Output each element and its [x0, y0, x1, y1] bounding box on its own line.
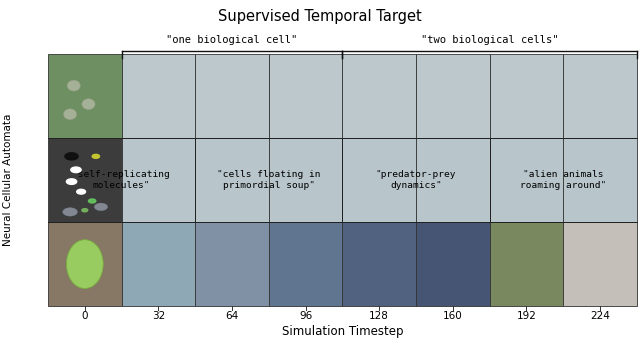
Bar — [48, 54, 122, 138]
Bar — [563, 54, 637, 138]
Bar — [490, 222, 563, 306]
Text: 128: 128 — [369, 311, 389, 321]
Bar — [195, 138, 269, 222]
Ellipse shape — [82, 99, 95, 110]
Bar — [48, 222, 122, 306]
Bar — [490, 138, 563, 222]
Circle shape — [77, 189, 86, 194]
Bar — [122, 54, 195, 138]
Bar — [195, 54, 269, 138]
Text: 192: 192 — [516, 311, 536, 321]
Circle shape — [92, 154, 100, 158]
Bar — [48, 138, 122, 222]
Bar — [342, 138, 416, 222]
Text: Supervised Temporal Target: Supervised Temporal Target — [218, 9, 422, 24]
Bar — [490, 54, 563, 138]
Bar — [416, 54, 490, 138]
Bar — [269, 54, 342, 138]
Circle shape — [71, 167, 81, 173]
Text: 0: 0 — [81, 311, 88, 321]
Bar — [342, 222, 416, 306]
Text: 64: 64 — [225, 311, 239, 321]
Bar — [563, 222, 637, 306]
Text: Simulation Timestep: Simulation Timestep — [282, 325, 403, 338]
Ellipse shape — [63, 208, 77, 216]
Ellipse shape — [67, 240, 103, 289]
Text: "two biological cells": "two biological cells" — [421, 35, 558, 45]
Bar — [122, 222, 195, 306]
Text: "cells floating in
primordial soup": "cells floating in primordial soup" — [217, 170, 321, 190]
Text: "predator-prey
dynamics": "predator-prey dynamics" — [376, 170, 456, 190]
Text: 96: 96 — [299, 311, 312, 321]
Bar — [195, 222, 269, 306]
Text: 160: 160 — [443, 311, 463, 321]
Bar — [269, 222, 342, 306]
Ellipse shape — [67, 80, 81, 91]
Bar — [269, 138, 342, 222]
Ellipse shape — [94, 203, 108, 211]
Ellipse shape — [63, 109, 77, 120]
Circle shape — [65, 153, 78, 160]
Text: "one biological cell": "one biological cell" — [166, 35, 298, 45]
Text: "alien animals
roaming around": "alien animals roaming around" — [520, 170, 606, 190]
Circle shape — [88, 199, 96, 203]
Bar — [122, 138, 195, 222]
Bar — [416, 222, 490, 306]
Text: 224: 224 — [590, 311, 610, 321]
Text: "self-replicating
molecules": "self-replicating molecules" — [73, 170, 170, 190]
Bar — [416, 138, 490, 222]
Bar — [563, 138, 637, 222]
Circle shape — [67, 179, 77, 184]
Circle shape — [82, 209, 88, 212]
Text: 32: 32 — [152, 311, 165, 321]
Text: Neural Cellular Automata: Neural Cellular Automata — [3, 114, 13, 246]
Bar — [342, 54, 416, 138]
